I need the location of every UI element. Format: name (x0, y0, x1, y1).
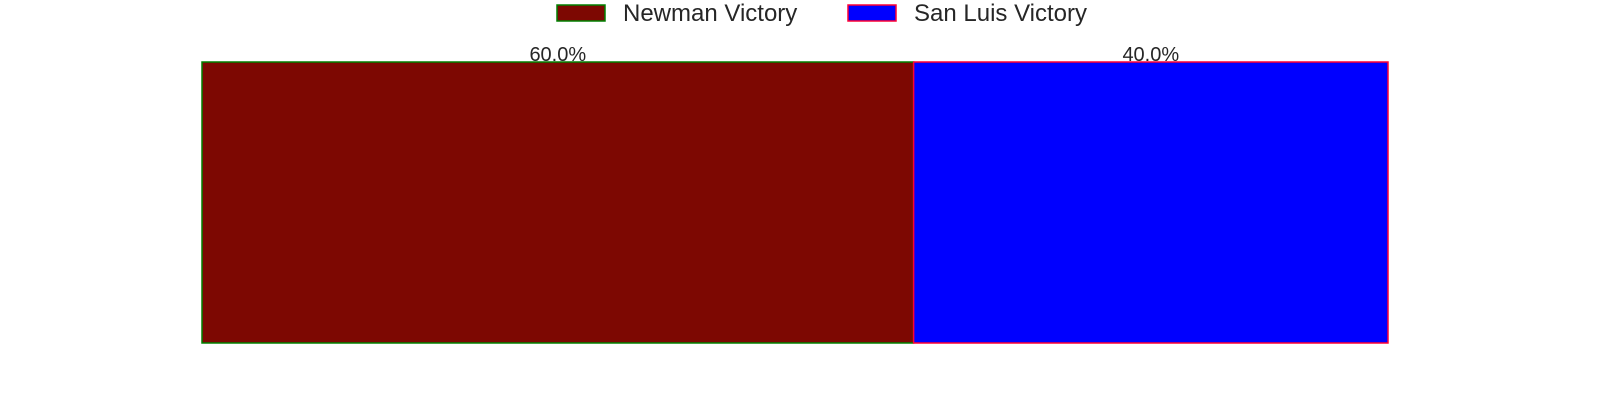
value-label-newman-victory: 60.0% (529, 44, 586, 66)
legend: Newman Victory San Luis Victory (556, 0, 1087, 27)
value-label-san-luis-victory: 40.0% (1122, 44, 1179, 66)
legend-label-san-luis-victory: San Luis Victory (914, 0, 1087, 27)
value-labels: 60.0% 40.0% (529, 44, 1179, 66)
legend-swatch-newman-victory (556, 4, 606, 22)
legend-label-newman-victory: Newman Victory (623, 0, 797, 27)
bar-segment-newman-victory (201, 61, 915, 344)
bar-segment-san-luis-victory (912, 61, 1389, 344)
legend-swatch-san-luis-victory (847, 4, 897, 22)
bar-group (201, 61, 1389, 344)
